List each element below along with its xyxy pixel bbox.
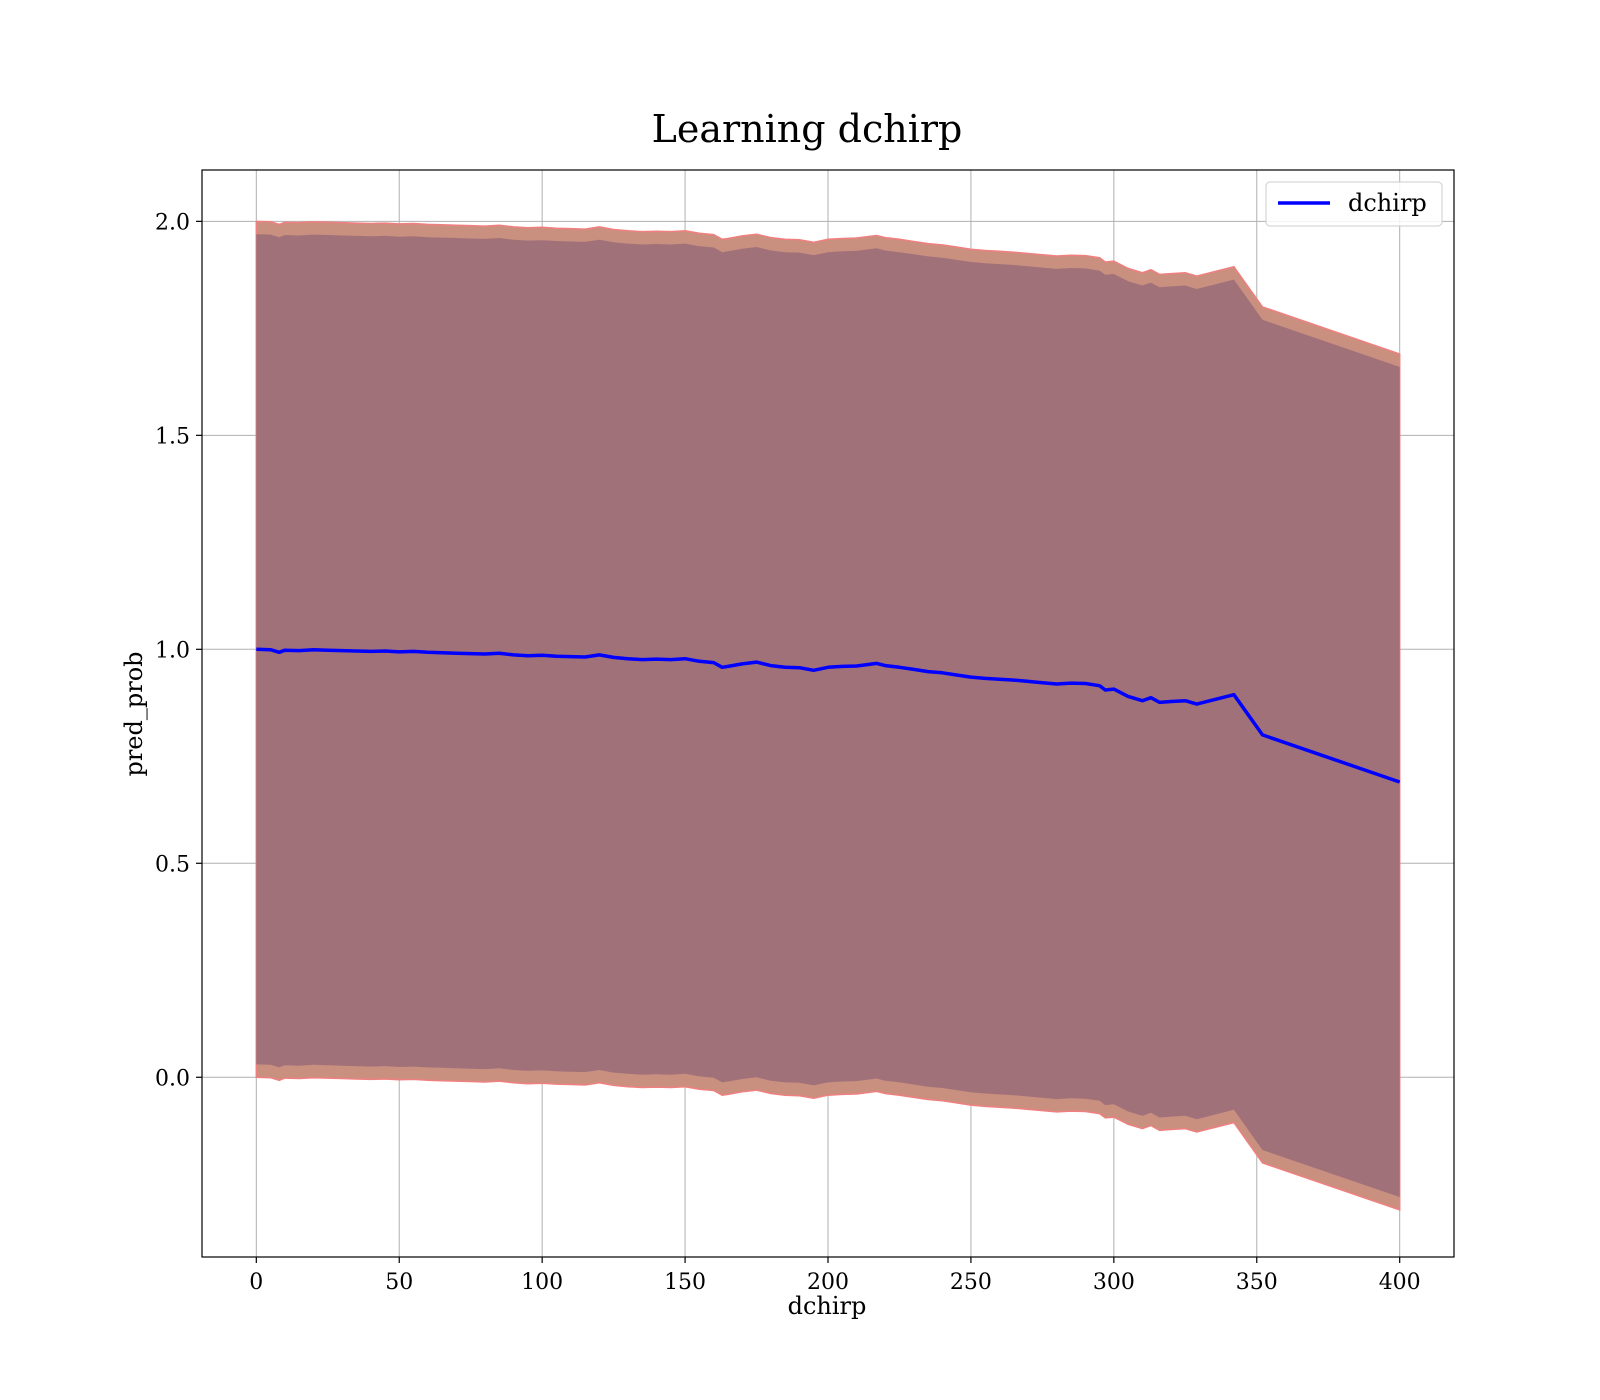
x-tick-label-6: 300 bbox=[1093, 1270, 1135, 1295]
x-tick-label-2: 100 bbox=[521, 1270, 563, 1295]
x-tick-label-4: 200 bbox=[807, 1270, 849, 1295]
y-axis-label: pred_prob bbox=[120, 651, 148, 776]
x-axis-label: dchirp bbox=[788, 1292, 867, 1320]
legend-box bbox=[1265, 181, 1443, 227]
y-tick-label-4: 2.0 bbox=[155, 210, 190, 235]
x-tick-label-7: 350 bbox=[1236, 1270, 1278, 1295]
inner-confidence-band bbox=[256, 234, 1400, 1198]
x-tick-label-5: 250 bbox=[950, 1270, 992, 1295]
legend-label-dchirp: dchirp bbox=[1348, 189, 1427, 217]
y-tick-label-2: 1.0 bbox=[155, 638, 190, 663]
legend: dchirp bbox=[1265, 181, 1443, 227]
x-tick-label-8: 400 bbox=[1379, 1270, 1421, 1295]
y-tick-label-0: 0.0 bbox=[155, 1066, 190, 1091]
y-tick-label-1: 0.5 bbox=[155, 852, 190, 877]
chart-title: Learning dchirp bbox=[652, 107, 963, 151]
y-axis-ticks: 0.0 0.5 1.0 1.5 2.0 bbox=[155, 210, 202, 1091]
x-tick-label-3: 150 bbox=[664, 1270, 706, 1295]
confidence-bands bbox=[255, 220, 1401, 1211]
x-tick-label-0: 0 bbox=[249, 1270, 263, 1295]
series-line-dchirp bbox=[256, 647, 1401, 784]
x-tick-label-1: 50 bbox=[385, 1270, 413, 1295]
x-axis-ticks: 0 50 100 150 200 250 300 350 400 bbox=[249, 1257, 1421, 1295]
series-lines bbox=[256, 647, 1401, 784]
y-tick-label-3: 1.5 bbox=[155, 424, 190, 449]
